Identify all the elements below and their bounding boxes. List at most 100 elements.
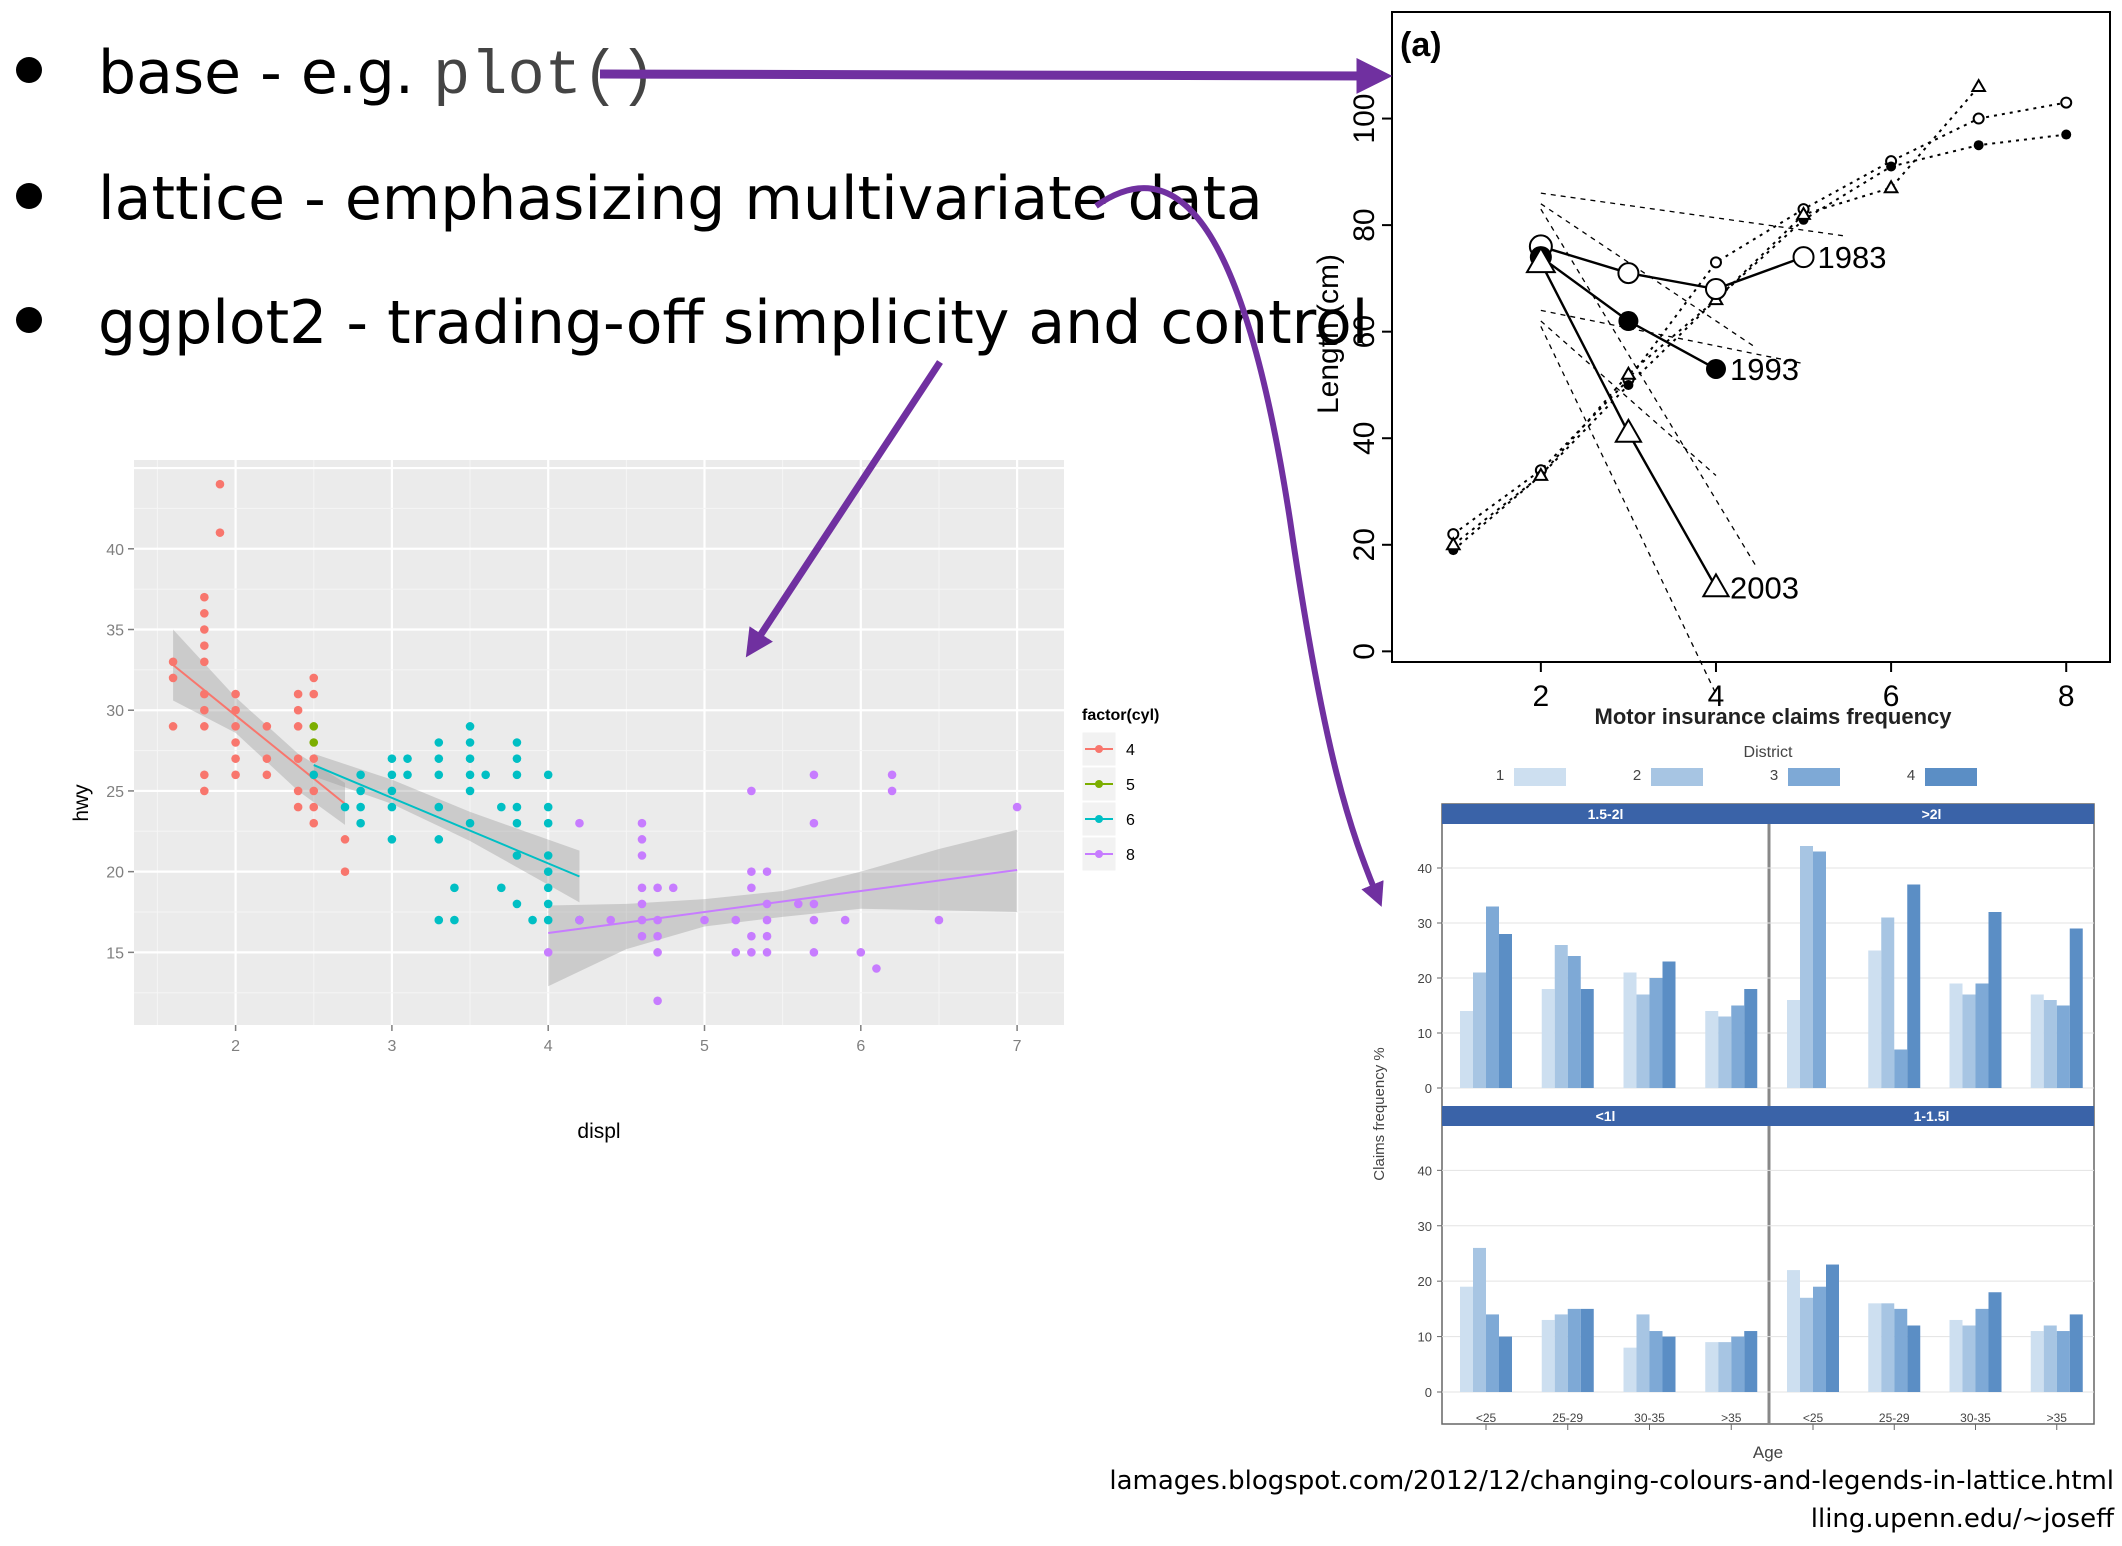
base-ci-line-upper-1993 xyxy=(1540,203,1757,349)
gg-point-cyl-8 xyxy=(809,948,819,957)
gg-y-tick-label: 35 xyxy=(106,623,124,640)
lat-bar xyxy=(1662,1336,1676,1392)
gg-point-cyl-6 xyxy=(512,738,522,747)
base-panel-label: (a) xyxy=(1400,26,1442,64)
gg-point-cyl-6 xyxy=(497,802,506,812)
lat-bar xyxy=(1580,1308,1594,1392)
base-series-label-1983: 1983 xyxy=(1818,240,1887,275)
lat-legend-swatch xyxy=(1788,768,1840,786)
gg-point-cyl-6 xyxy=(356,770,365,780)
base-dotted-marker xyxy=(2061,129,2072,140)
lat-y-tick-label: 30 xyxy=(1418,1219,1432,1234)
gg-point-cyl-8 xyxy=(747,867,756,876)
lat-bar xyxy=(1894,1049,1908,1088)
bullet-lattice-text: lattice - emphasizing multivariate data xyxy=(98,164,1263,234)
base-y-tick-label: 20 xyxy=(1348,528,1381,561)
gg-point-cyl-4 xyxy=(200,657,209,667)
gg-x-tick-label: 4 xyxy=(544,1038,553,1055)
gg-point-cyl-6 xyxy=(387,770,397,780)
lat-y-tick-label: 10 xyxy=(1418,1330,1432,1345)
base-y-tick-label: 40 xyxy=(1348,422,1381,455)
lat-legend-swatch xyxy=(1925,768,1977,786)
gg-point-cyl-8 xyxy=(762,915,772,925)
gg-point-cyl-4 xyxy=(340,867,350,876)
source-url-lamages: lamages.blogspot.com/2012/12/changing-co… xyxy=(1109,1466,2114,1496)
lat-bar xyxy=(1554,945,1568,1088)
lat-bar xyxy=(2056,1005,2070,1088)
gg-x-tick-label: 7 xyxy=(1013,1038,1022,1055)
bullet-dot-icon xyxy=(16,183,42,210)
lat-bar xyxy=(1541,989,1555,1088)
lat-y-tick-label: 40 xyxy=(1418,861,1432,876)
lat-strip-label: <1l xyxy=(1596,1108,1616,1124)
lat-bar xyxy=(2069,928,2083,1088)
lat-bar xyxy=(1731,1005,1745,1088)
lat-bar xyxy=(1975,983,1989,1088)
gg-point-cyl-6 xyxy=(543,883,553,893)
lat-bar xyxy=(1868,950,1882,1088)
gg-point-cyl-8 xyxy=(637,915,647,925)
gg-point-cyl-4 xyxy=(168,722,178,731)
gg-point-cyl-6 xyxy=(481,770,490,780)
base-dotted-line-0 xyxy=(1452,101,2067,535)
gg-point-cyl-6 xyxy=(543,818,553,828)
lat-bar xyxy=(1649,978,1663,1088)
base-dotted-marker xyxy=(1886,161,1897,172)
gg-point-cyl-6 xyxy=(512,802,522,812)
bullet-base: base - e.g. plot() xyxy=(16,38,656,112)
gg-point-cyl-6 xyxy=(512,851,522,860)
gg-legend-label: 6 xyxy=(1126,812,1135,829)
lattice-chart: District 1 2 3 4 1.5-2l 0 10 20 30 40 >2l <1l 0 10 20… xyxy=(1371,744,2095,1462)
gg-point-cyl-6 xyxy=(465,738,475,747)
gg-legend-label: 4 xyxy=(1126,742,1135,759)
lat-bar xyxy=(2056,1331,2070,1392)
gg-point-cyl-8 xyxy=(653,883,662,893)
gg-point-cyl-4 xyxy=(215,528,225,537)
gg-point-cyl-4 xyxy=(293,754,303,763)
gg-point-cyl-8 xyxy=(731,915,741,925)
gg-y-tick-label: 25 xyxy=(106,784,124,801)
base-marker-2003 xyxy=(1525,246,1557,274)
gg-point-cyl-4 xyxy=(309,802,319,812)
gg-point-cyl-8 xyxy=(700,915,709,925)
lat-bar xyxy=(1787,1270,1800,1392)
lat-bar xyxy=(1473,1247,1486,1392)
gg-point-cyl-4 xyxy=(262,722,272,731)
gg-fit-line-cyl-8 xyxy=(548,869,1018,934)
gg-point-cyl-6 xyxy=(356,818,365,828)
gg-point-cyl-8 xyxy=(575,915,584,925)
gg-x-axis-label: displ xyxy=(577,1120,620,1143)
gg-fit-line-cyl-4 xyxy=(172,664,346,805)
gg-point-cyl-6 xyxy=(465,786,475,796)
gg-point-cyl-8 xyxy=(809,770,819,780)
lat-bar xyxy=(1988,1292,2002,1392)
lat-y-tick-label: 20 xyxy=(1418,971,1432,986)
gg-legend: 4 5 6 8 xyxy=(1081,731,1135,872)
gg-point-cyl-6 xyxy=(434,770,444,780)
bullet-base-text: base - e.g. xyxy=(98,38,434,108)
gg-point-cyl-4 xyxy=(293,786,303,796)
lat-x-tick-label: <25 xyxy=(1476,1411,1497,1425)
lat-bar xyxy=(1907,884,1921,1088)
gg-point-cyl-8 xyxy=(637,899,647,909)
gg-point-cyl-4 xyxy=(231,770,240,780)
gg-y-tick-label: 20 xyxy=(106,865,124,882)
lat-bar xyxy=(1962,994,1976,1088)
gg-point-cyl-6 xyxy=(543,851,553,860)
gg-point-cyl-6 xyxy=(434,802,444,812)
lat-bar xyxy=(2030,994,2044,1088)
base-dotted-line-1 xyxy=(1452,133,2067,551)
gg-point-cyl-4 xyxy=(200,722,209,731)
lat-legend-swatch xyxy=(1651,768,1703,786)
gg-point-cyl-6 xyxy=(434,835,444,844)
lat-bar xyxy=(1881,1303,1895,1392)
lat-bar xyxy=(1499,934,1512,1088)
gg-point-cyl-6 xyxy=(434,754,444,763)
base-y-tick-label: 0 xyxy=(1348,643,1381,660)
lat-legend: 1 2 3 4 xyxy=(1496,767,1977,786)
lat-bar xyxy=(1460,1011,1473,1088)
lat-y-tick-label: 0 xyxy=(1425,1385,1432,1400)
base-x-axis-label: Motor insurance claims frequency xyxy=(1595,704,1953,729)
gg-point-cyl-4 xyxy=(309,689,319,699)
